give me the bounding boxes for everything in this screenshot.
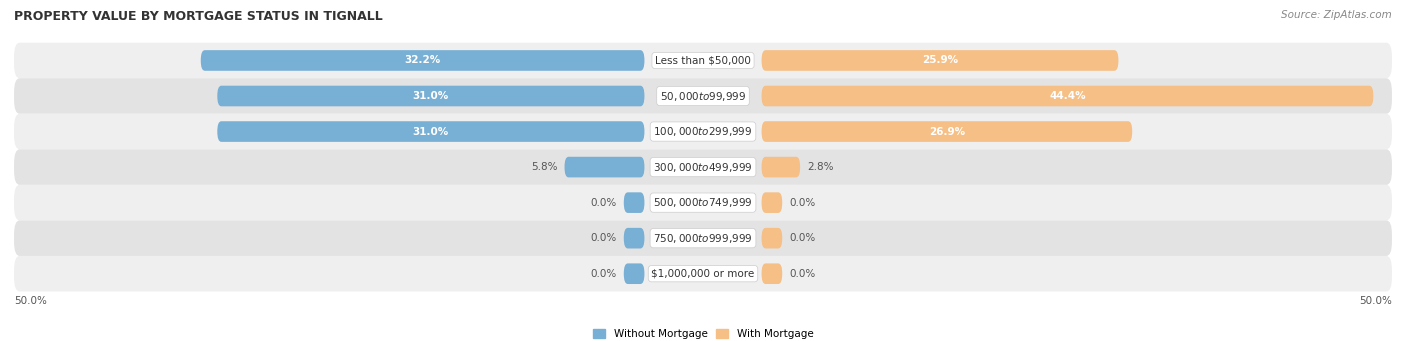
Text: 25.9%: 25.9% xyxy=(922,56,957,65)
Text: PROPERTY VALUE BY MORTGAGE STATUS IN TIGNALL: PROPERTY VALUE BY MORTGAGE STATUS IN TIG… xyxy=(14,10,382,23)
FancyBboxPatch shape xyxy=(14,185,1392,220)
FancyBboxPatch shape xyxy=(565,157,644,177)
Text: 0.0%: 0.0% xyxy=(789,198,815,208)
FancyBboxPatch shape xyxy=(14,78,1392,114)
Text: 0.0%: 0.0% xyxy=(591,198,617,208)
FancyBboxPatch shape xyxy=(762,263,782,284)
Text: 32.2%: 32.2% xyxy=(405,56,440,65)
FancyBboxPatch shape xyxy=(14,256,1392,292)
Text: Less than $50,000: Less than $50,000 xyxy=(655,56,751,65)
FancyBboxPatch shape xyxy=(624,263,644,284)
FancyBboxPatch shape xyxy=(218,86,644,106)
Text: $100,000 to $299,999: $100,000 to $299,999 xyxy=(654,125,752,138)
Text: 0.0%: 0.0% xyxy=(789,233,815,243)
Text: 31.0%: 31.0% xyxy=(413,91,449,101)
Text: 50.0%: 50.0% xyxy=(14,296,46,306)
FancyBboxPatch shape xyxy=(762,228,782,249)
Text: Source: ZipAtlas.com: Source: ZipAtlas.com xyxy=(1281,10,1392,20)
Text: 44.4%: 44.4% xyxy=(1049,91,1085,101)
Text: 5.8%: 5.8% xyxy=(531,162,558,172)
FancyBboxPatch shape xyxy=(762,50,1118,71)
FancyBboxPatch shape xyxy=(14,43,1392,78)
Text: $750,000 to $999,999: $750,000 to $999,999 xyxy=(654,232,752,245)
FancyBboxPatch shape xyxy=(762,86,1374,106)
Text: $500,000 to $749,999: $500,000 to $749,999 xyxy=(654,196,752,209)
Text: 26.9%: 26.9% xyxy=(929,127,965,136)
Text: $50,000 to $99,999: $50,000 to $99,999 xyxy=(659,89,747,103)
Text: 0.0%: 0.0% xyxy=(789,269,815,279)
FancyBboxPatch shape xyxy=(14,149,1392,185)
FancyBboxPatch shape xyxy=(14,114,1392,149)
Text: 0.0%: 0.0% xyxy=(591,233,617,243)
FancyBboxPatch shape xyxy=(14,220,1392,256)
FancyBboxPatch shape xyxy=(762,192,782,213)
Text: 50.0%: 50.0% xyxy=(1360,296,1392,306)
FancyBboxPatch shape xyxy=(624,228,644,249)
Text: 2.8%: 2.8% xyxy=(807,162,834,172)
FancyBboxPatch shape xyxy=(218,121,644,142)
FancyBboxPatch shape xyxy=(201,50,644,71)
FancyBboxPatch shape xyxy=(762,157,800,177)
FancyBboxPatch shape xyxy=(762,121,1132,142)
Text: $1,000,000 or more: $1,000,000 or more xyxy=(651,269,755,279)
Text: 0.0%: 0.0% xyxy=(591,269,617,279)
FancyBboxPatch shape xyxy=(624,192,644,213)
Text: $300,000 to $499,999: $300,000 to $499,999 xyxy=(654,161,752,174)
Text: 31.0%: 31.0% xyxy=(413,127,449,136)
Legend: Without Mortgage, With Mortgage: Without Mortgage, With Mortgage xyxy=(589,325,817,341)
